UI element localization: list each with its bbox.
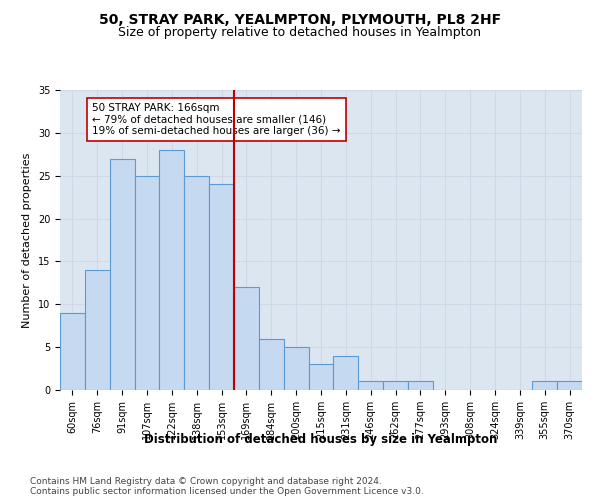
Bar (358, 382, 383, 390)
Bar (408, 382, 433, 390)
Bar (160, 150, 184, 390)
Bar (308, 364, 334, 390)
Bar (557, 382, 582, 390)
Text: Contains HM Land Registry data © Crown copyright and database right 2024.: Contains HM Land Registry data © Crown c… (30, 478, 382, 486)
Text: Size of property relative to detached houses in Yealmpton: Size of property relative to detached ho… (119, 26, 482, 39)
Bar (334, 356, 358, 390)
Text: Contains public sector information licensed under the Open Government Licence v3: Contains public sector information licen… (30, 488, 424, 496)
Y-axis label: Number of detached properties: Number of detached properties (22, 152, 32, 328)
Bar (259, 338, 284, 390)
Bar (85, 270, 110, 390)
Text: Distribution of detached houses by size in Yealmpton: Distribution of detached houses by size … (145, 432, 497, 446)
Bar (209, 184, 234, 390)
Bar (60, 313, 85, 390)
Text: 50, STRAY PARK, YEALMPTON, PLYMOUTH, PL8 2HF: 50, STRAY PARK, YEALMPTON, PLYMOUTH, PL8… (99, 12, 501, 26)
Bar (532, 382, 557, 390)
Bar (383, 382, 408, 390)
Bar (284, 347, 308, 390)
Text: 50 STRAY PARK: 166sqm
← 79% of detached houses are smaller (146)
19% of semi-det: 50 STRAY PARK: 166sqm ← 79% of detached … (92, 103, 341, 136)
Bar (184, 176, 209, 390)
Bar (134, 176, 160, 390)
Bar (234, 287, 259, 390)
Bar (110, 158, 134, 390)
